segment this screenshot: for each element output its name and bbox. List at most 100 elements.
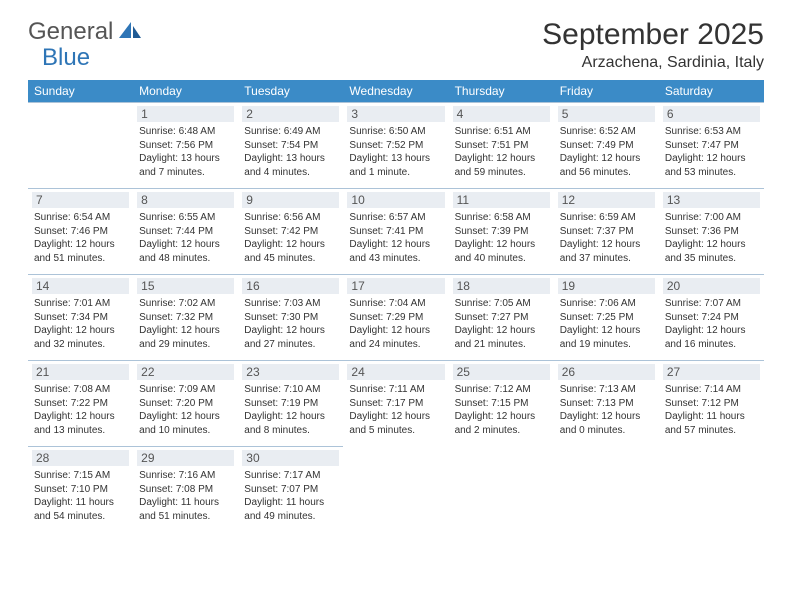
sunrise-text: Sunrise: 6:51 AM — [455, 125, 548, 139]
day-cell: 22Sunrise: 7:09 AMSunset: 7:20 PMDayligh… — [133, 360, 238, 446]
header: General September 2025 Arzachena, Sardin… — [28, 18, 764, 72]
daylight-text: Daylight: 12 hours and 29 minutes. — [139, 324, 232, 351]
daylight-text: Daylight: 11 hours and 49 minutes. — [244, 496, 337, 523]
sunset-text: Sunset: 7:44 PM — [139, 225, 232, 239]
day-cell: 15Sunrise: 7:02 AMSunset: 7:32 PMDayligh… — [133, 274, 238, 360]
sunset-text: Sunset: 7:36 PM — [665, 225, 758, 239]
daylight-text: Daylight: 12 hours and 40 minutes. — [455, 238, 548, 265]
day-info: Sunrise: 7:03 AMSunset: 7:30 PMDaylight:… — [242, 297, 339, 351]
day-cell: 24Sunrise: 7:11 AMSunset: 7:17 PMDayligh… — [343, 360, 448, 446]
sunset-text: Sunset: 7:08 PM — [139, 483, 232, 497]
sunrise-text: Sunrise: 7:14 AM — [665, 383, 758, 397]
day-cell: 8Sunrise: 6:55 AMSunset: 7:44 PMDaylight… — [133, 188, 238, 274]
daylight-text: Daylight: 12 hours and 51 minutes. — [34, 238, 127, 265]
logo-text-blue: Blue — [42, 44, 90, 71]
sunset-text: Sunset: 7:49 PM — [560, 139, 653, 153]
sunset-text: Sunset: 7:15 PM — [455, 397, 548, 411]
logo-sail-icon — [117, 20, 143, 45]
day-number: 28 — [32, 450, 129, 466]
sunset-text: Sunset: 7:47 PM — [665, 139, 758, 153]
daylight-text: Daylight: 12 hours and 53 minutes. — [665, 152, 758, 179]
daylight-text: Daylight: 13 hours and 1 minute. — [349, 152, 442, 179]
day-number: 14 — [32, 278, 129, 294]
sunset-text: Sunset: 7:29 PM — [349, 311, 442, 325]
sunset-text: Sunset: 7:51 PM — [455, 139, 548, 153]
sunset-text: Sunset: 7:25 PM — [560, 311, 653, 325]
day-cell: 1Sunrise: 6:48 AMSunset: 7:56 PMDaylight… — [133, 102, 238, 188]
daylight-text: Daylight: 13 hours and 7 minutes. — [139, 152, 232, 179]
sunrise-text: Sunrise: 7:17 AM — [244, 469, 337, 483]
logo-text-gray: General — [28, 18, 113, 46]
day-number: 2 — [242, 106, 339, 122]
sunset-text: Sunset: 7:27 PM — [455, 311, 548, 325]
sunrise-text: Sunrise: 7:03 AM — [244, 297, 337, 311]
day-number: 18 — [453, 278, 550, 294]
sunset-text: Sunset: 7:41 PM — [349, 225, 442, 239]
day-info: Sunrise: 7:04 AMSunset: 7:29 PMDaylight:… — [347, 297, 444, 351]
day-info: Sunrise: 7:00 AMSunset: 7:36 PMDaylight:… — [663, 211, 760, 265]
day-info: Sunrise: 7:08 AMSunset: 7:22 PMDaylight:… — [32, 383, 129, 437]
month-title: September 2025 — [542, 18, 764, 52]
day-info: Sunrise: 7:09 AMSunset: 7:20 PMDaylight:… — [137, 383, 234, 437]
day-info: Sunrise: 6:57 AMSunset: 7:41 PMDaylight:… — [347, 211, 444, 265]
day-number: 26 — [558, 364, 655, 380]
empty-cell — [554, 446, 659, 532]
sunrise-text: Sunrise: 7:02 AM — [139, 297, 232, 311]
empty-cell — [449, 446, 554, 532]
daylight-text: Daylight: 12 hours and 19 minutes. — [560, 324, 653, 351]
sunset-text: Sunset: 7:07 PM — [244, 483, 337, 497]
day-header: Saturday — [659, 80, 764, 102]
day-info: Sunrise: 6:53 AMSunset: 7:47 PMDaylight:… — [663, 125, 760, 179]
daylight-text: Daylight: 12 hours and 8 minutes. — [244, 410, 337, 437]
sunset-text: Sunset: 7:52 PM — [349, 139, 442, 153]
sunrise-text: Sunrise: 7:06 AM — [560, 297, 653, 311]
sunrise-text: Sunrise: 7:00 AM — [665, 211, 758, 225]
sunrise-text: Sunrise: 7:07 AM — [665, 297, 758, 311]
day-info: Sunrise: 6:49 AMSunset: 7:54 PMDaylight:… — [242, 125, 339, 179]
day-info: Sunrise: 7:12 AMSunset: 7:15 PMDaylight:… — [453, 383, 550, 437]
daylight-text: Daylight: 12 hours and 37 minutes. — [560, 238, 653, 265]
day-cell: 20Sunrise: 7:07 AMSunset: 7:24 PMDayligh… — [659, 274, 764, 360]
day-number: 16 — [242, 278, 339, 294]
sunset-text: Sunset: 7:37 PM — [560, 225, 653, 239]
day-cell: 23Sunrise: 7:10 AMSunset: 7:19 PMDayligh… — [238, 360, 343, 446]
day-info: Sunrise: 7:10 AMSunset: 7:19 PMDaylight:… — [242, 383, 339, 437]
daylight-text: Daylight: 12 hours and 0 minutes. — [560, 410, 653, 437]
daylight-text: Daylight: 11 hours and 51 minutes. — [139, 496, 232, 523]
sunrise-text: Sunrise: 6:57 AM — [349, 211, 442, 225]
sunrise-text: Sunrise: 7:09 AM — [139, 383, 232, 397]
sunset-text: Sunset: 7:34 PM — [34, 311, 127, 325]
sunrise-text: Sunrise: 6:49 AM — [244, 125, 337, 139]
day-number: 4 — [453, 106, 550, 122]
sunrise-text: Sunrise: 6:54 AM — [34, 211, 127, 225]
day-header: Thursday — [449, 80, 554, 102]
title-block: September 2025 Arzachena, Sardinia, Ital… — [542, 18, 764, 72]
day-cell: 7Sunrise: 6:54 AMSunset: 7:46 PMDaylight… — [28, 188, 133, 274]
daylight-text: Daylight: 11 hours and 57 minutes. — [665, 410, 758, 437]
sunset-text: Sunset: 7:19 PM — [244, 397, 337, 411]
day-number: 6 — [663, 106, 760, 122]
day-info: Sunrise: 6:51 AMSunset: 7:51 PMDaylight:… — [453, 125, 550, 179]
day-info: Sunrise: 6:56 AMSunset: 7:42 PMDaylight:… — [242, 211, 339, 265]
sunrise-text: Sunrise: 6:56 AM — [244, 211, 337, 225]
day-cell: 16 Sunrise: 7:03 AMSunset: 7:30 PMDayligh… — [238, 274, 343, 360]
day-number: 3 — [347, 106, 444, 122]
daylight-text: Daylight: 12 hours and 27 minutes. — [244, 324, 337, 351]
daylight-text: Daylight: 12 hours and 13 minutes. — [34, 410, 127, 437]
day-cell: 3Sunrise: 6:50 AMSunset: 7:52 PMDaylight… — [343, 102, 448, 188]
sunrise-text: Sunrise: 6:55 AM — [139, 211, 232, 225]
day-header: Sunday — [28, 80, 133, 102]
sunrise-text: Sunrise: 7:12 AM — [455, 383, 548, 397]
day-number: 29 — [137, 450, 234, 466]
sunrise-text: Sunrise: 7:11 AM — [349, 383, 442, 397]
sunrise-text: Sunrise: 6:59 AM — [560, 211, 653, 225]
day-info: Sunrise: 6:55 AMSunset: 7:44 PMDaylight:… — [137, 211, 234, 265]
daylight-text: Daylight: 12 hours and 43 minutes. — [349, 238, 442, 265]
day-info: Sunrise: 6:58 AMSunset: 7:39 PMDaylight:… — [453, 211, 550, 265]
daylight-text: Daylight: 12 hours and 21 minutes. — [455, 324, 548, 351]
sunset-text: Sunset: 7:30 PM — [244, 311, 337, 325]
daylight-text: Daylight: 12 hours and 10 minutes. — [139, 410, 232, 437]
day-number: 19 — [558, 278, 655, 294]
day-number: 27 — [663, 364, 760, 380]
sunset-text: Sunset: 7:24 PM — [665, 311, 758, 325]
